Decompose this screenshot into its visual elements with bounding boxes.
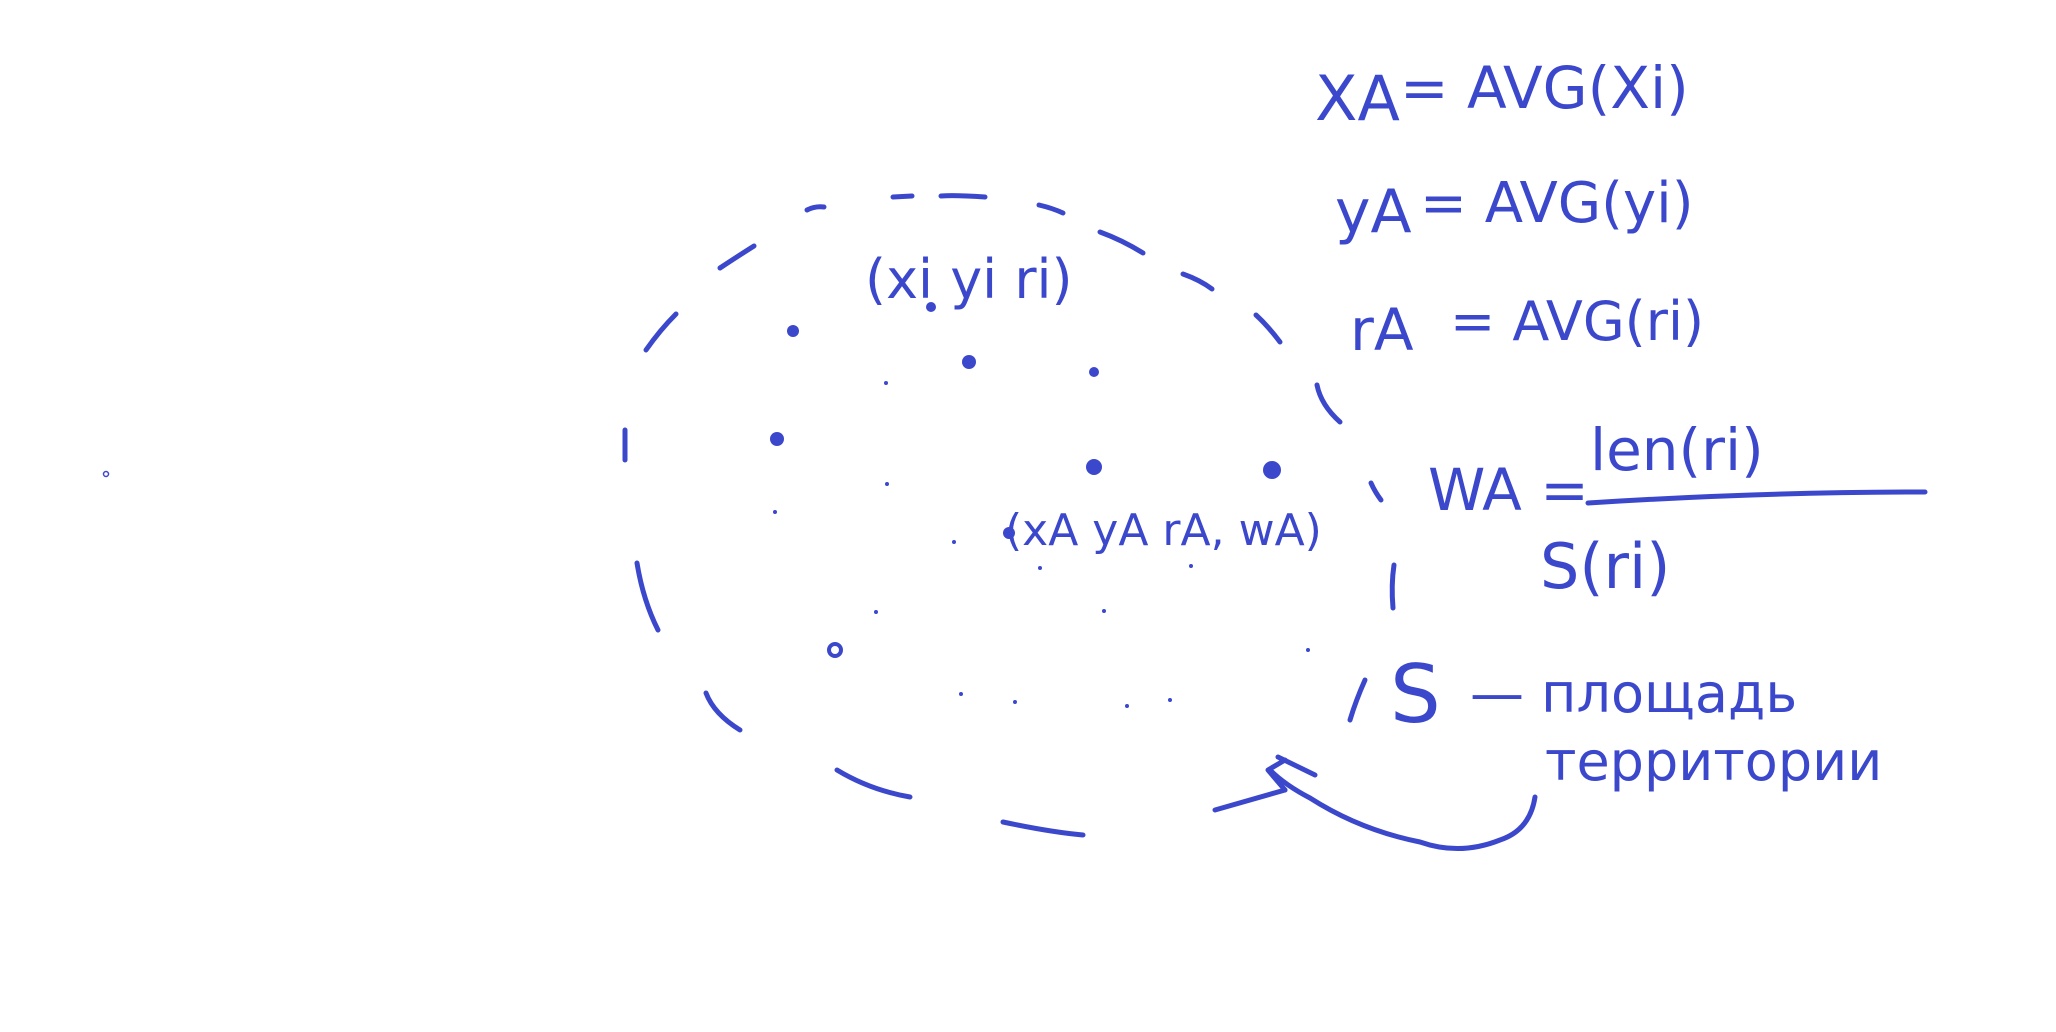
point	[874, 610, 878, 614]
formula-ra: rA = AVG(ri)	[1350, 290, 1704, 364]
point	[884, 381, 888, 385]
data-points	[770, 302, 1310, 708]
xa-lhs: XA	[1315, 62, 1400, 135]
wa-denominator: S(ri)	[1540, 530, 1670, 603]
wa-lhs: WA =	[1428, 456, 1589, 524]
wa-numerator: len(ri)	[1590, 416, 1764, 484]
fraction-bar	[1585, 489, 1928, 506]
point	[1306, 648, 1310, 652]
point	[962, 355, 976, 369]
point	[1013, 700, 1017, 704]
point	[1263, 461, 1281, 479]
s-def-line1: — площадь	[1470, 662, 1797, 725]
point	[1168, 698, 1172, 702]
point	[959, 692, 963, 696]
point	[926, 302, 936, 312]
formula-xa: XA = AVG(Xi)	[1315, 54, 1689, 135]
stray-dot	[102, 470, 110, 478]
xa-rhs: = AVG(Xi)	[1400, 54, 1689, 122]
tuple-i-label: (xi yi ri)	[865, 248, 1073, 311]
point	[770, 432, 784, 446]
point	[787, 325, 799, 337]
dashed-region-boundary	[622, 193, 1397, 838]
point	[952, 540, 956, 544]
point	[1003, 527, 1015, 539]
point	[1038, 566, 1042, 570]
point	[1125, 704, 1129, 708]
tuple-a-label: (xA yA rA, wA)	[1005, 505, 1322, 556]
point	[1089, 367, 1099, 377]
formula-wa: WA = len(ri) S(ri)	[1428, 416, 1928, 603]
point	[773, 510, 777, 514]
point	[1086, 459, 1102, 475]
ya-lhs: yA	[1335, 177, 1412, 247]
s-def-line2: территории	[1545, 730, 1882, 793]
ra-lhs: rA	[1350, 296, 1414, 364]
point	[827, 642, 843, 658]
s-symbol: S	[1390, 648, 1441, 741]
point	[1189, 564, 1193, 568]
s-definition: S — площадь территории	[1390, 648, 1882, 793]
formula-ya: yA = AVG(yi)	[1335, 171, 1694, 247]
pointer-arrow	[1265, 754, 1538, 851]
point	[1102, 609, 1106, 613]
ya-rhs: = AVG(yi)	[1420, 171, 1694, 236]
ra-rhs: = AVG(ri)	[1450, 290, 1704, 353]
point	[885, 482, 889, 486]
